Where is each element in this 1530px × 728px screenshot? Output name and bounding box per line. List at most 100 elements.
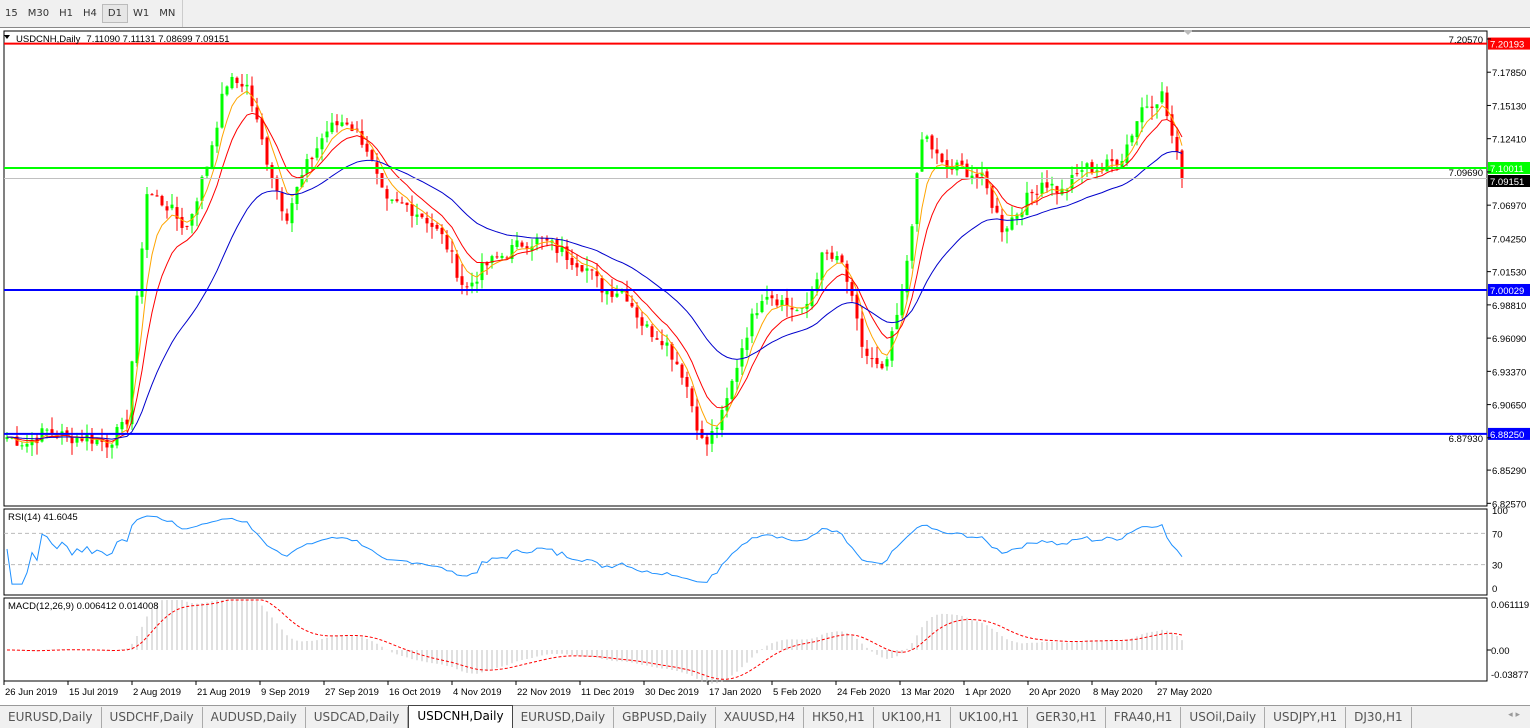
candle-body bbox=[485, 261, 489, 266]
candle-body bbox=[1155, 104, 1159, 109]
candle-body bbox=[135, 295, 139, 364]
candle-body bbox=[1130, 135, 1134, 143]
candle-body bbox=[365, 143, 369, 152]
candle-body bbox=[790, 307, 794, 310]
candle-body bbox=[580, 265, 584, 272]
candle-body bbox=[525, 246, 529, 249]
timeframe-H1[interactable]: H1 bbox=[59, 8, 73, 19]
timeframe-M30[interactable]: M30 bbox=[27, 8, 50, 19]
price-tick-label: 6.98810 bbox=[1492, 301, 1526, 312]
chart-tab[interactable]: USDJPY,H1 bbox=[1265, 707, 1347, 728]
chart-tab[interactable]: XAUUSD,H4 bbox=[716, 707, 805, 728]
tab-scroll-arrows-icon[interactable]: ◂ ▸ bbox=[1508, 710, 1520, 720]
price-tick-label: 6.96090 bbox=[1492, 334, 1526, 345]
candle-body bbox=[630, 303, 634, 307]
timeframe-D1[interactable]: D1 bbox=[101, 4, 128, 23]
candle-body bbox=[200, 176, 204, 201]
timeframe-15[interactable]: 15 bbox=[5, 8, 18, 19]
chart-tab[interactable]: GBPUSD,Daily bbox=[614, 707, 716, 728]
dropdown-triangle-icon[interactable] bbox=[4, 35, 10, 39]
candle-body bbox=[980, 172, 984, 176]
candle-body bbox=[45, 429, 49, 431]
timeframe-MN[interactable]: MN bbox=[159, 8, 176, 19]
chart-tab[interactable]: EURUSD,Daily bbox=[513, 707, 615, 728]
candle-body bbox=[105, 439, 109, 448]
candle-body bbox=[1000, 214, 1004, 233]
chart-tab[interactable]: DJ30,H1 bbox=[1346, 707, 1412, 728]
candle-body bbox=[610, 288, 614, 297]
chart-tab[interactable]: FRA40,H1 bbox=[1106, 707, 1182, 728]
date-tick-label: 20 Apr 2020 bbox=[1029, 687, 1080, 698]
macd-tick-label: -0.03877 bbox=[1491, 670, 1529, 681]
candle-body bbox=[405, 202, 409, 206]
candle-body bbox=[195, 201, 199, 215]
chart-tab[interactable]: GER30,H1 bbox=[1028, 707, 1106, 728]
candle-body bbox=[165, 206, 169, 211]
price-tick-label: 7.17850 bbox=[1492, 68, 1526, 79]
price-tick-label: 6.87930 bbox=[1449, 434, 1483, 445]
candle-body bbox=[875, 357, 879, 364]
candle-body bbox=[1175, 136, 1179, 152]
chart-tab[interactable]: EURUSD,Daily bbox=[0, 707, 102, 728]
candle-body bbox=[335, 121, 339, 126]
timeframe-W1[interactable]: W1 bbox=[132, 8, 150, 19]
price-tick-label: 7.01530 bbox=[1492, 268, 1526, 279]
candle-body bbox=[750, 313, 754, 337]
candle-body bbox=[1170, 114, 1174, 136]
chart-canvas[interactable]: 7.20193 7.10011 7.00029 6.88250 7.09151 7.20… bbox=[0, 28, 1530, 705]
chart-tab[interactable]: USDCHF,Daily bbox=[102, 707, 203, 728]
candle-body bbox=[640, 317, 644, 326]
rsi-pane-frame bbox=[3, 508, 1488, 596]
candle-body bbox=[495, 256, 499, 258]
candle-body bbox=[505, 257, 509, 259]
candle-body bbox=[1095, 170, 1099, 173]
chart-tab[interactable]: USDCAD,Daily bbox=[306, 707, 409, 728]
timeframe-H4[interactable]: H4 bbox=[82, 8, 97, 19]
macd-signal-line bbox=[6, 599, 1183, 680]
chart-tab[interactable]: USOil,Daily bbox=[1181, 707, 1266, 728]
chart-tab[interactable]: UK100,H1 bbox=[874, 707, 951, 728]
candle-body bbox=[415, 214, 419, 217]
candle-body bbox=[1100, 168, 1104, 170]
candle-body bbox=[905, 260, 909, 293]
candle-body bbox=[685, 377, 689, 387]
candle-body bbox=[1045, 182, 1049, 188]
price-tick-label: 7.09690 bbox=[1449, 168, 1483, 179]
date-tick-label: 8 May 2020 bbox=[1093, 687, 1143, 698]
candle-body bbox=[760, 301, 764, 313]
candle-body bbox=[85, 434, 89, 442]
candle-body bbox=[510, 245, 514, 259]
candle-body bbox=[855, 294, 859, 319]
candle-body bbox=[605, 290, 609, 295]
date-tick-label: 13 Mar 2020 bbox=[901, 687, 954, 698]
chart-tab[interactable]: UK100,H1 bbox=[951, 707, 1028, 728]
price-level-label: 7.00029 bbox=[1490, 286, 1524, 297]
candle-body bbox=[945, 160, 949, 169]
candle-body bbox=[645, 324, 649, 327]
candle-body bbox=[115, 427, 119, 446]
candle-body bbox=[585, 268, 589, 271]
candle-body bbox=[560, 247, 564, 252]
candle-body bbox=[475, 281, 479, 284]
price-axis: 7.20570 7.17850 7.15130 7.12410 7.09690 7.069… bbox=[1449, 35, 1527, 510]
candle-body bbox=[770, 295, 774, 299]
date-tick-label: 21 Aug 2019 bbox=[197, 687, 250, 698]
candle-body bbox=[360, 130, 364, 145]
candle-body bbox=[1115, 159, 1119, 166]
candle-body bbox=[665, 342, 669, 346]
candle-body bbox=[265, 137, 269, 165]
candle-body bbox=[1010, 217, 1014, 230]
chart-window[interactable]: 7.20193 7.10011 7.00029 6.88250 7.09151 7.20… bbox=[0, 28, 1530, 705]
date-tick-label: 16 Oct 2019 bbox=[389, 687, 441, 698]
chart-tab[interactable]: USDCNH,Daily bbox=[408, 705, 513, 728]
date-tick-label: 4 Nov 2019 bbox=[453, 687, 502, 698]
candle-body bbox=[820, 252, 824, 281]
candle-body bbox=[1050, 183, 1054, 186]
candle-body bbox=[345, 122, 349, 125]
candle-body bbox=[970, 175, 974, 179]
candle-body bbox=[515, 240, 519, 247]
chart-tab[interactable]: HK50,H1 bbox=[804, 707, 874, 728]
price-tick-label: 7.15130 bbox=[1492, 101, 1526, 112]
candle-body bbox=[1075, 173, 1079, 175]
chart-tab[interactable]: AUDUSD,Daily bbox=[203, 707, 306, 728]
